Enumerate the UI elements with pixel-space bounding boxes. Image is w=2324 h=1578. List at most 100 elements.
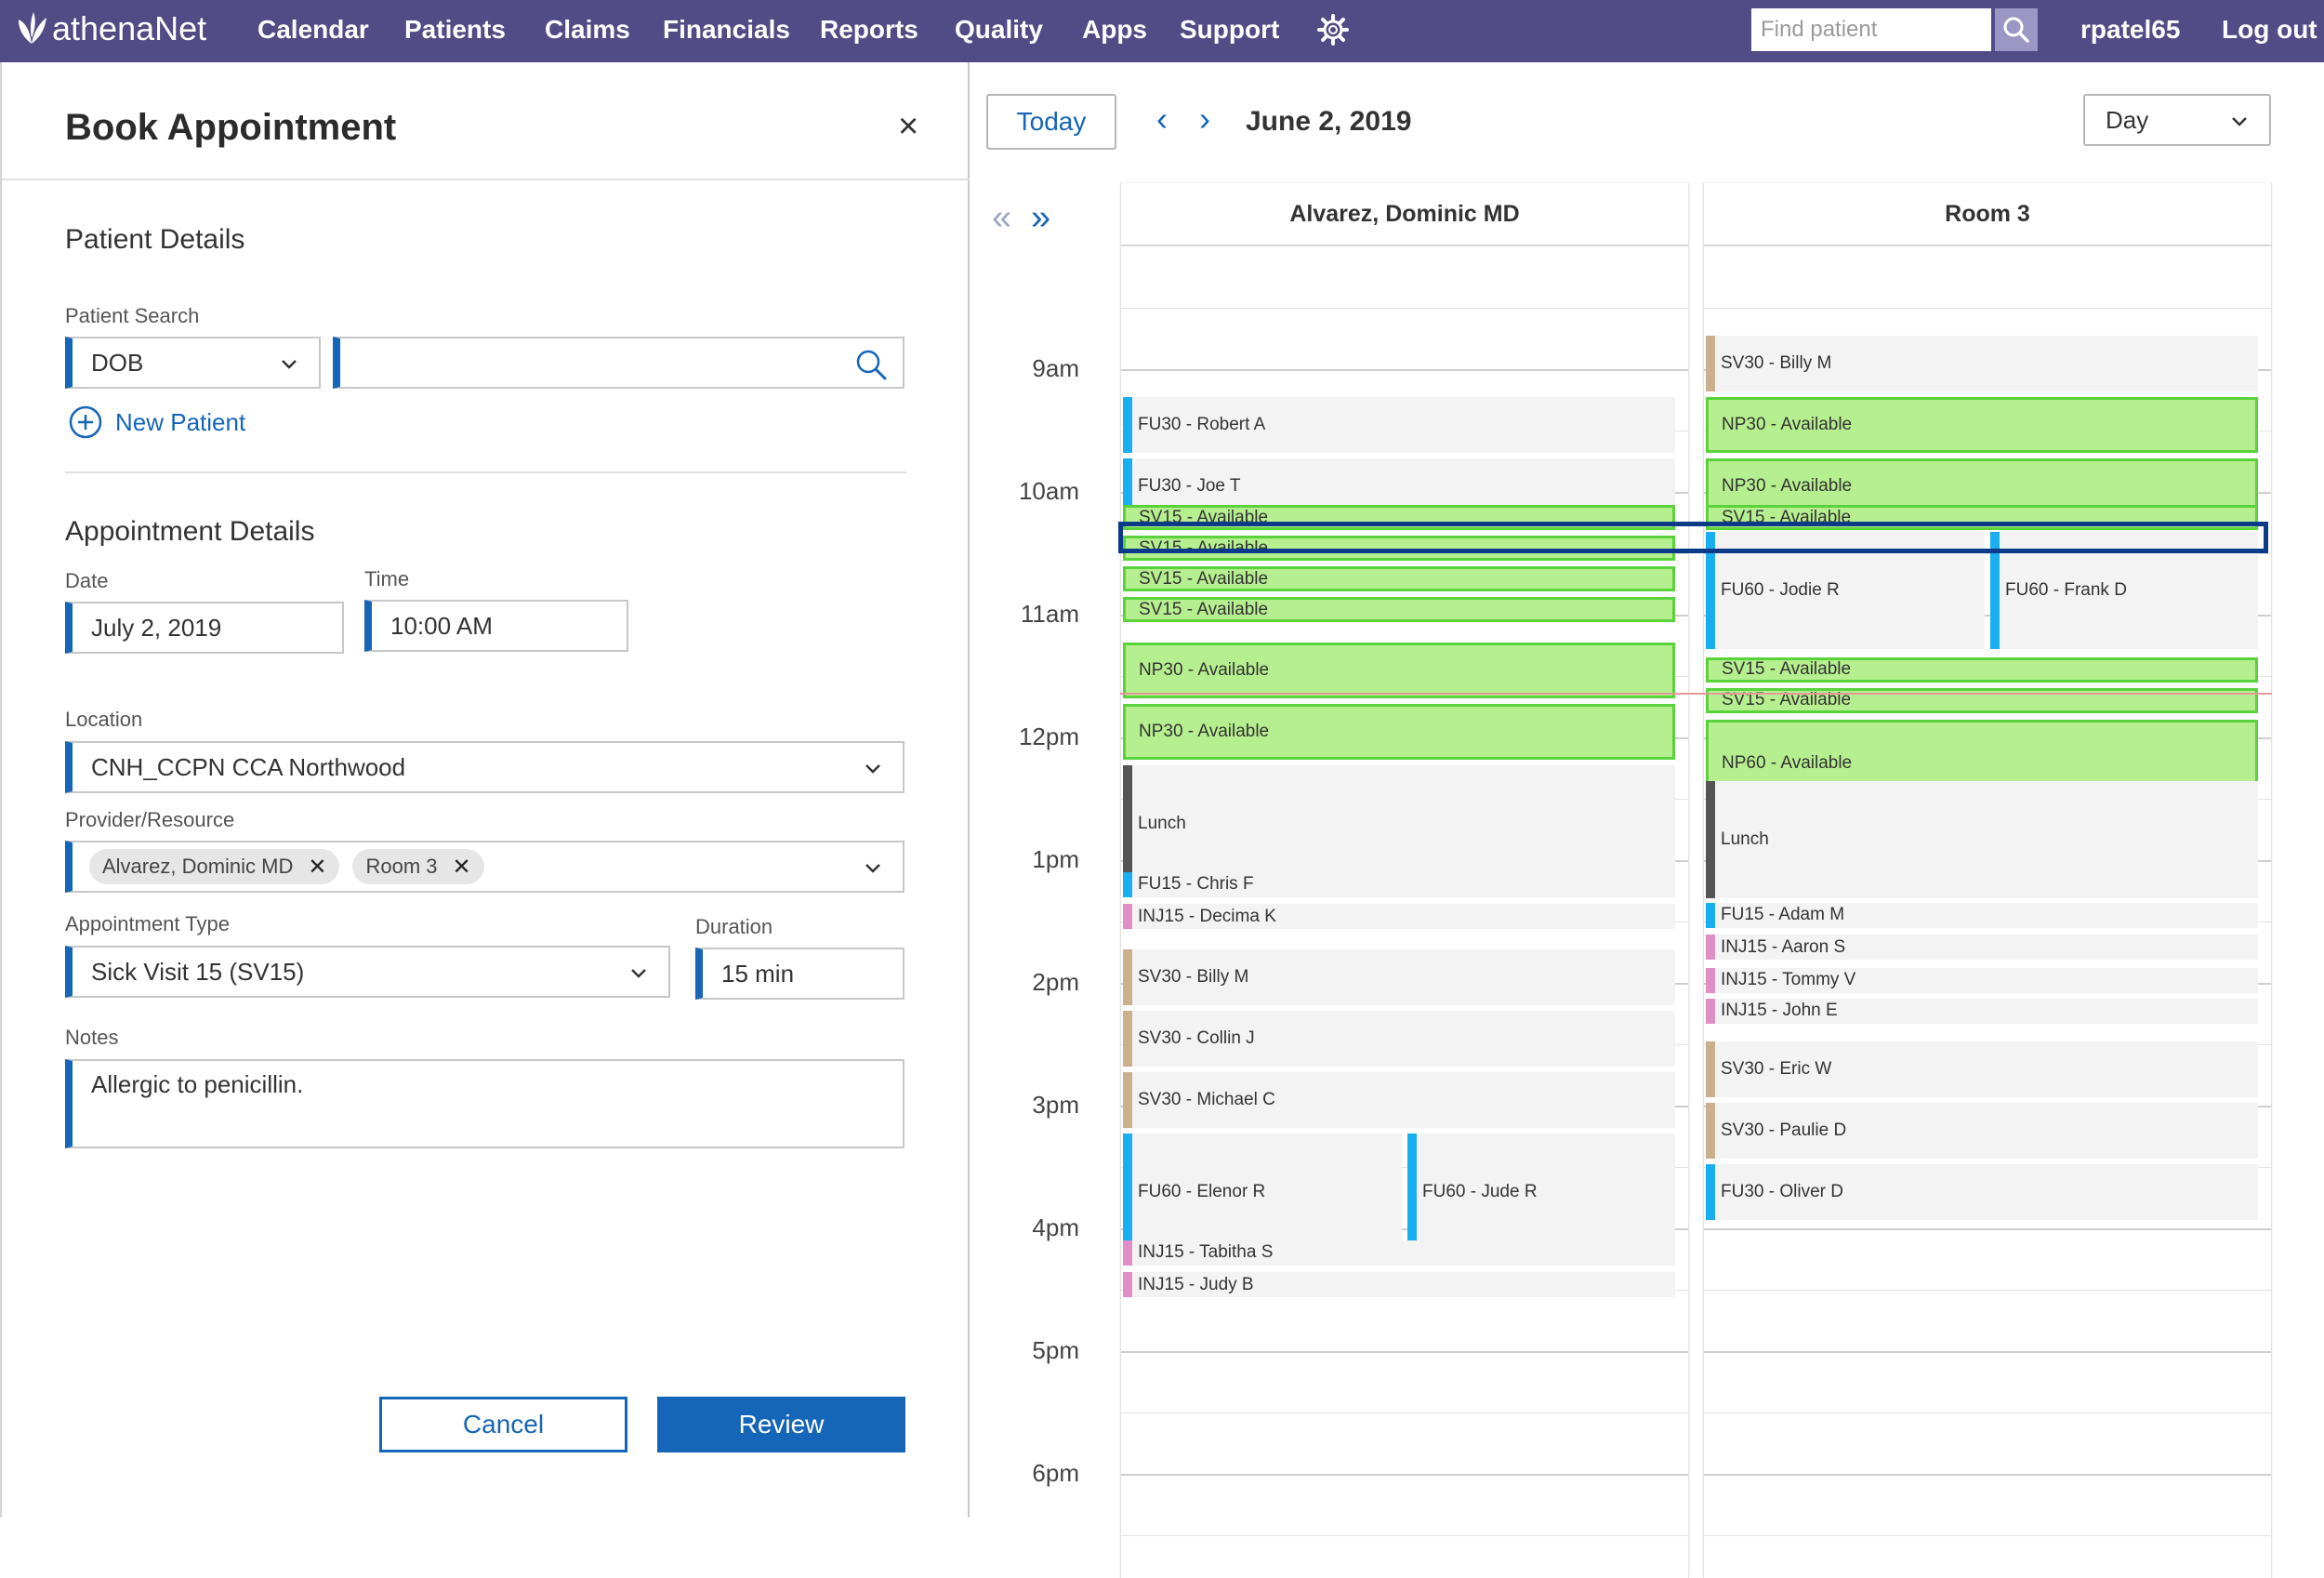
nav-quality[interactable]: Quality — [955, 15, 1043, 44]
grid-line — [1704, 1290, 2271, 1291]
search-icon[interactable] — [854, 348, 888, 381]
appointment-label: SV30 - Billy M — [1138, 967, 1249, 987]
time-label: 2pm — [1032, 968, 1079, 996]
appointment-block[interactable]: SV30 - Billy M — [1706, 336, 2258, 391]
appointment-label: SV15 - Available — [1722, 659, 1852, 680]
appointment-block[interactable]: SV30 - Eric W — [1706, 1041, 2258, 1097]
available-slot[interactable]: SV15 - Available — [1123, 566, 1675, 592]
appointment-label: INJ15 - Tabitha S — [1138, 1242, 1274, 1263]
grid-line — [1121, 1228, 1688, 1230]
time-label: 11am — [1020, 600, 1079, 628]
prev-day-icon[interactable]: ‹ — [1156, 99, 1168, 138]
appointment-block[interactable]: FU60 - Frank D — [1990, 532, 2258, 650]
appointment-block[interactable]: FU30 - Oliver D — [1706, 1164, 2258, 1220]
find-patient-input[interactable] — [1751, 8, 1991, 51]
grid-line — [1704, 553, 2271, 554]
available-slot[interactable]: NP30 - Available — [1123, 643, 1675, 698]
appointment-block[interactable]: SV30 - Paulie D — [1706, 1103, 2258, 1159]
review-button[interactable]: Review — [657, 1397, 905, 1452]
available-slot[interactable]: SV15 - Available — [1706, 687, 2258, 713]
nav-calendar[interactable]: Calendar — [257, 15, 369, 44]
lunch-block[interactable]: Lunch — [1123, 765, 1675, 882]
gear-icon[interactable] — [1316, 13, 1350, 46]
appointment-block[interactable]: FU15 - Adam M — [1706, 902, 2258, 928]
appointment-label: FU60 - Frank D — [2005, 580, 2127, 601]
appointment-label: NP30 - Available — [1722, 415, 1853, 434]
athenanet-logo[interactable]: athenaNet — [15, 9, 206, 48]
expand-right-icon[interactable]: » — [1031, 198, 1051, 237]
patient-search-input[interactable] — [333, 337, 905, 389]
next-day-icon[interactable]: › — [1199, 99, 1210, 138]
username[interactable]: rpatel65 — [2080, 15, 2181, 44]
nav-apps[interactable]: Apps — [1082, 15, 1147, 44]
appointment-block[interactable]: INJ15 - Decima K — [1123, 904, 1675, 930]
duration-field[interactable]: 15 min — [695, 948, 905, 1000]
available-slot[interactable]: NP30 - Available — [1123, 704, 1675, 760]
new-patient-label: New Patient — [115, 407, 246, 436]
available-slot[interactable]: SV15 - Available — [1123, 597, 1675, 623]
calendar-area: Today ‹ › June 2, 2019 Day « » 9am 10am 11… — [971, 62, 2324, 1578]
provider-select[interactable]: Alvarez, Dominic MD ✕ Room 3 ✕ — [65, 841, 905, 893]
chevron-down-icon — [865, 764, 880, 774]
appointment-block[interactable]: INJ15 - Tabitha S — [1123, 1240, 1675, 1266]
grid-line — [1704, 1474, 2271, 1476]
available-slot[interactable]: SV15 - Available — [1706, 656, 2258, 683]
nav-reports[interactable]: Reports — [820, 15, 918, 44]
appointment-block[interactable]: INJ15 - Aaron S — [1706, 935, 2258, 961]
patient-details-heading: Patient Details — [65, 224, 245, 255]
appointment-block[interactable]: SV30 - Billy M — [1123, 949, 1675, 1005]
notes-textarea[interactable]: Allergic to penicillin. — [65, 1059, 905, 1148]
nav-financials[interactable]: Financials — [663, 15, 790, 44]
time-value: 10:00 AM — [390, 611, 493, 640]
appointment-block[interactable]: FU60 - Jodie R — [1706, 532, 1985, 650]
new-patient-link[interactable]: New Patient — [69, 405, 245, 439]
appointment-block[interactable]: INJ15 - John E — [1706, 998, 2258, 1024]
appointment-block[interactable]: INJ15 - Tommy V — [1706, 967, 2258, 993]
appointment-block[interactable]: FU15 - Chris F — [1123, 871, 1675, 897]
cancel-button[interactable]: Cancel — [379, 1397, 627, 1452]
logo-text: athenaNet — [52, 9, 207, 47]
available-slot[interactable]: SV15 - Available — [1123, 505, 1675, 531]
view-select[interactable]: Day — [2083, 94, 2271, 146]
location-select[interactable]: CNH_CCPN CCA Northwood — [65, 741, 905, 793]
appointment-block[interactable]: FU30 - Robert A — [1123, 397, 1675, 453]
nav-support[interactable]: Support — [1180, 15, 1280, 44]
remove-chip-icon[interactable]: ✕ — [452, 854, 471, 880]
appointment-label: INJ15 - Aaron S — [1721, 936, 1846, 957]
remove-chip-icon[interactable]: ✕ — [308, 854, 327, 880]
appointment-block[interactable]: FU60 - Jude R — [1407, 1134, 1675, 1251]
top-nav-bar: athenaNet Calendar Patients Claims Finan… — [0, 0, 2324, 62]
appointment-block[interactable]: SV30 - Michael C — [1123, 1072, 1675, 1128]
appointment-label: INJ15 - Judy B — [1138, 1274, 1254, 1294]
appointment-label: Lunch — [1721, 829, 1769, 850]
available-slot[interactable]: NP30 - Available — [1706, 397, 2258, 453]
appointment-block[interactable]: SV30 - Collin J — [1123, 1011, 1675, 1067]
appointment-block[interactable]: FU30 - Joe T — [1123, 458, 1675, 514]
nav-patients[interactable]: Patients — [404, 15, 506, 44]
date-label: Date — [65, 569, 109, 592]
appointment-block[interactable]: INJ15 - Judy B — [1123, 1272, 1675, 1298]
today-button[interactable]: Today — [986, 94, 1116, 150]
appointment-label: SV15 - Available — [1139, 568, 1269, 589]
collapse-left-icon[interactable]: « — [992, 198, 1012, 237]
nav-claims[interactable]: Claims — [545, 15, 630, 44]
date-field[interactable]: July 2, 2019 — [65, 602, 344, 654]
duration-value: 15 min — [721, 959, 795, 988]
logout-link[interactable]: Log out — [2222, 15, 2317, 44]
appointment-label: NP30 - Available — [1139, 660, 1270, 680]
appointment-block[interactable]: FU60 - Elenor R — [1123, 1134, 1402, 1251]
lunch-block[interactable]: Lunch — [1706, 781, 2258, 899]
grid-line — [1121, 1474, 1688, 1476]
calendar-date: June 2, 2019 — [1246, 106, 1412, 137]
grid-line — [1121, 1412, 1688, 1413]
search-type-select[interactable]: DOB — [65, 337, 321, 389]
available-slot[interactable]: SV15 - Available — [1706, 505, 2258, 531]
grid-line — [1121, 1535, 1688, 1536]
close-icon[interactable]: × — [898, 107, 919, 146]
time-field[interactable]: 10:00 AM — [364, 600, 628, 652]
available-slot[interactable]: SV15 - Available — [1123, 536, 1675, 562]
appointment-label: SV30 - Paulie D — [1721, 1121, 1847, 1140]
grid-line — [1704, 615, 2271, 617]
appointment-type-select[interactable]: Sick Visit 15 (SV15) — [65, 946, 670, 998]
find-patient-button[interactable] — [1995, 8, 2038, 51]
